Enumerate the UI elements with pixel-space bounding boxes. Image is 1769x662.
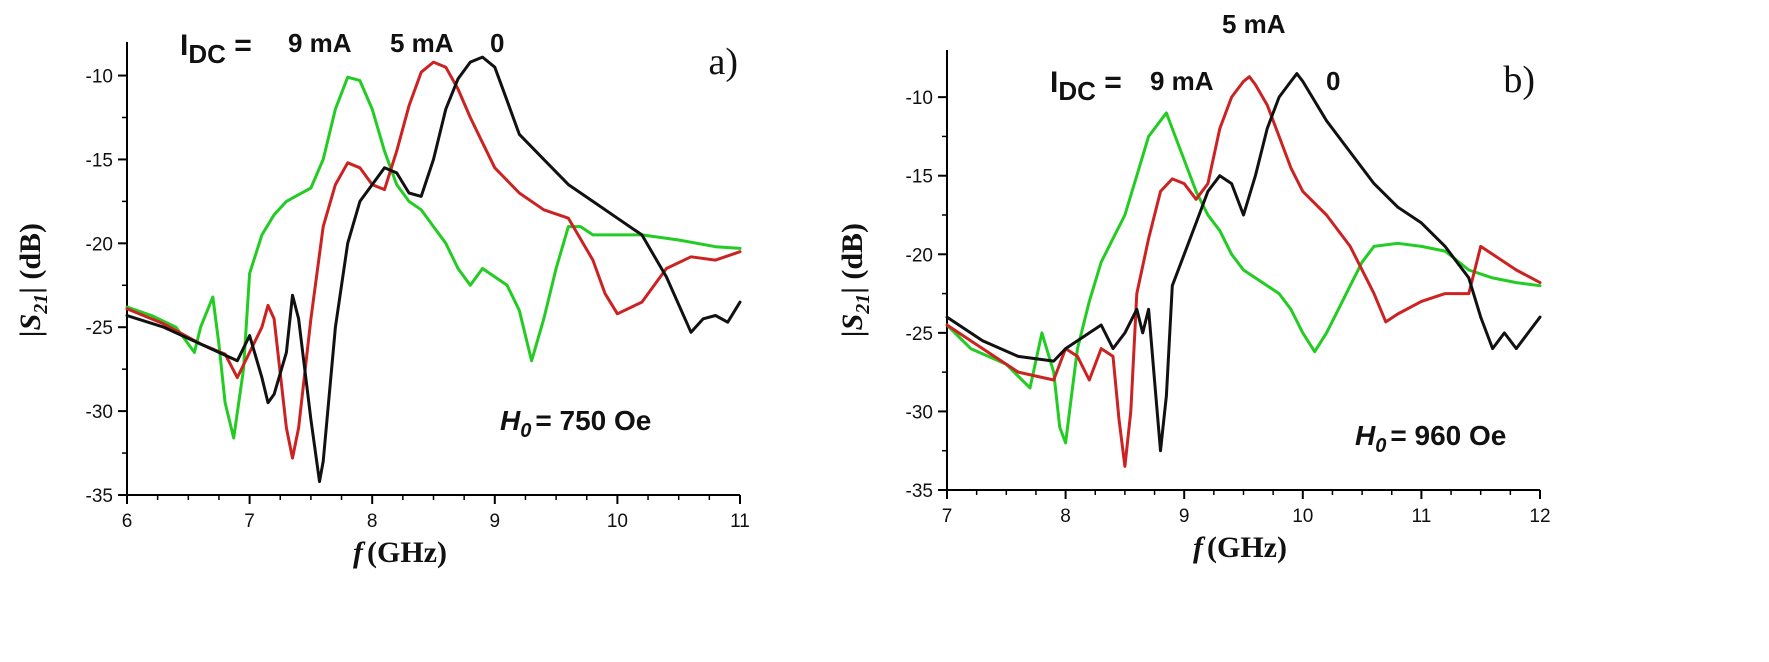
x-axis-var-a: f: [353, 536, 366, 569]
y-axis-sub-b: 21: [852, 294, 874, 315]
x-axis-label-a: f (GHz): [353, 536, 447, 569]
y-axis-sub-a: 21: [30, 294, 52, 315]
x-tick-label-a: 9: [490, 511, 501, 532]
x-tick-label-b: 12: [1529, 506, 1550, 527]
x-tick-label-b: 10: [1292, 506, 1313, 527]
y-axis-suffix-a: | (dB): [14, 223, 47, 294]
series-line-0-a: [125, 55, 742, 484]
current-label-sub-b: DC: [1058, 76, 1096, 106]
y-tick-label-b: -30: [906, 402, 933, 423]
x-axis-unit-b: (GHz): [1207, 531, 1287, 564]
y-tick-label-a: -30: [86, 402, 113, 423]
current-label-var-a: I: [180, 29, 188, 62]
series-line-9ma-b: [945, 111, 1542, 445]
series-lines-a: [125, 55, 742, 484]
ticks-a: 6 7 8 9 10 11 -35 -30 -25 -20 -15 -10: [86, 67, 750, 532]
y-tick-label-a: -10: [86, 67, 113, 88]
field-value-b: = 960 Oe: [1390, 420, 1506, 451]
y-tick-label-b: -10: [906, 88, 933, 109]
field-sub-a: 0: [520, 420, 531, 442]
x-tick-label-a: 10: [607, 511, 628, 532]
field-var-b: H: [1355, 420, 1376, 451]
series-lines-b: [945, 72, 1542, 468]
x-tick-label-a: 11: [730, 511, 750, 532]
series-line-0-b: [945, 72, 1542, 453]
panel-label-a: a): [708, 41, 738, 83]
field-label-a: H0 = 750 Oe: [500, 405, 651, 442]
y-axis-label-b: |S21| (dB): [836, 223, 874, 337]
y-tick-label-b: -25: [906, 324, 933, 345]
y-axis-label-a: |S21| (dB): [14, 223, 52, 337]
chart-panel-b: 7 8 9 10 11 12 -35 -30 -25 -20 -15 -10 b) 5 mA IDC …: [836, 9, 1551, 564]
current-label-sub-a: DC: [188, 39, 226, 69]
series-line-5ma-a: [125, 60, 742, 460]
y-tick-label-b: -35: [906, 481, 933, 502]
x-axis-label-b: f (GHz): [1193, 531, 1287, 564]
x-axis-unit-a: (GHz): [367, 536, 447, 569]
x-tick-label-a: 7: [244, 511, 255, 532]
field-value-a: = 750 Oe: [535, 405, 651, 436]
chart-panel-a: 6 7 8 9 10 11 -35 -30 -25 -20 -15 -10 a) IDC = 9 mA…: [14, 28, 750, 569]
legend-label-0-a: 0: [490, 28, 504, 58]
legend-label-9ma-b: 9 mA: [1150, 66, 1214, 96]
y-tick-label-a: -25: [86, 318, 113, 339]
current-label-eq-a: =: [226, 29, 260, 62]
x-tick-label-b: 8: [1060, 506, 1071, 527]
y-tick-label-a: -15: [86, 150, 113, 171]
y-tick-label-a: -20: [86, 234, 113, 255]
legend-label-9ma-a: 9 mA: [288, 28, 352, 58]
x-tick-label-b: 7: [942, 506, 953, 527]
y-axis-prefix-b: |S: [836, 314, 869, 337]
current-label-var-b: I: [1050, 66, 1058, 99]
field-label-b: H0 = 960 Oe: [1355, 420, 1506, 457]
panel-label-b: b): [1503, 59, 1535, 101]
y-tick-label-b: -20: [906, 245, 933, 266]
ticks-b: 7 8 9 10 11 12 -35 -30 -25 -20 -15 -10: [906, 88, 1551, 527]
x-tick-label-a: 6: [122, 511, 133, 532]
y-axis-suffix-b: | (dB): [836, 223, 869, 294]
x-tick-label-a: 8: [367, 511, 378, 532]
legend-label-5ma-a: 5 mA: [390, 28, 454, 58]
series-line-5ma-b: [945, 75, 1542, 468]
field-var-a: H: [500, 405, 521, 436]
field-sub-b: 0: [1375, 435, 1386, 457]
y-tick-label-b: -15: [906, 167, 933, 188]
x-tick-label-b: 11: [1412, 506, 1432, 527]
top-label-5ma-b: 5 mA: [1222, 9, 1286, 39]
series-line-9ma-a: [125, 75, 742, 440]
x-axis-var-b: f: [1193, 531, 1206, 564]
current-label-eq-b: =: [1096, 66, 1130, 99]
current-label-b: IDC =: [1050, 66, 1130, 106]
current-label-a: IDC =: [180, 29, 260, 69]
legend-label-0-b: 0: [1326, 66, 1340, 96]
y-tick-label-a: -35: [86, 486, 113, 507]
x-tick-label-b: 9: [1179, 506, 1190, 527]
y-axis-prefix-a: |S: [14, 314, 47, 337]
